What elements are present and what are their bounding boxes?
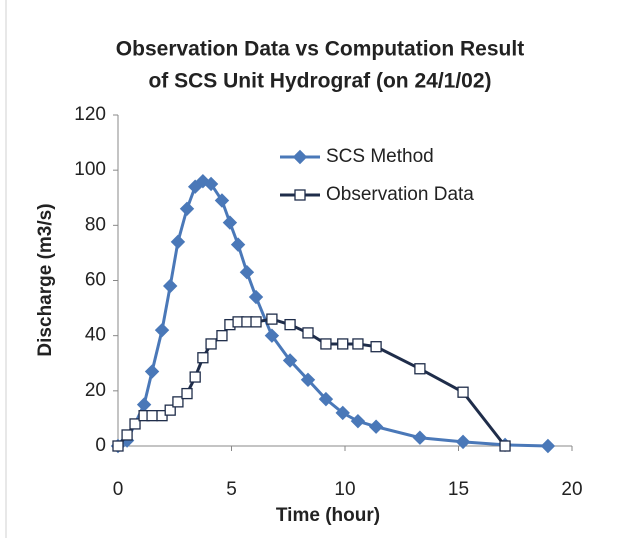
data-point xyxy=(112,440,124,452)
data-point xyxy=(230,237,246,252)
y-tick-label: 60 xyxy=(85,270,106,291)
data-point xyxy=(264,328,280,343)
data-point xyxy=(163,278,178,294)
data-point xyxy=(368,419,384,434)
data-point xyxy=(248,289,264,305)
data-point xyxy=(540,438,556,454)
y-tick-label: 40 xyxy=(85,325,106,346)
y-tick-label: 20 xyxy=(85,380,106,401)
data-point xyxy=(335,405,350,421)
data-point xyxy=(337,338,349,350)
data-point xyxy=(214,193,230,208)
data-point xyxy=(282,353,298,368)
data-point xyxy=(352,338,364,350)
data-point xyxy=(455,434,471,450)
x-tick-label: 20 xyxy=(561,479,582,500)
data-point xyxy=(154,322,170,338)
data-point xyxy=(250,316,262,328)
data-point xyxy=(181,387,193,400)
data-point xyxy=(172,396,184,408)
data-point xyxy=(129,418,141,430)
x-axis-title: Time (hour) xyxy=(276,505,380,526)
chart-title: of SCS Unit Hydrograf (on 24/1/02) xyxy=(148,70,491,93)
data-point xyxy=(300,372,316,388)
data-point xyxy=(170,234,186,250)
data-point xyxy=(146,410,158,422)
data-point xyxy=(216,330,228,342)
data-point xyxy=(414,363,426,375)
y-tick-label: 0 xyxy=(95,435,106,456)
y-axis-title: Discharge (m3/s) xyxy=(35,203,56,356)
legend-label: SCS Method xyxy=(326,146,434,167)
data-point xyxy=(266,313,278,325)
data-point xyxy=(320,338,332,350)
data-point xyxy=(350,413,366,429)
data-point xyxy=(370,341,382,353)
data-point xyxy=(205,338,217,350)
data-point xyxy=(284,318,296,331)
data-point xyxy=(302,327,314,339)
legend-label: Observation Data xyxy=(326,184,474,205)
data-point xyxy=(164,404,176,416)
y-tick-label: 100 xyxy=(74,159,106,180)
chart-title: Observation Data vs Computation Result xyxy=(116,38,524,61)
data-point xyxy=(239,265,255,280)
data-point xyxy=(412,430,428,445)
data-point xyxy=(144,364,160,379)
legend-marker xyxy=(294,189,306,201)
data-point xyxy=(189,371,201,383)
data-point xyxy=(121,429,133,441)
data-point xyxy=(179,201,195,216)
y-tick-label: 120 xyxy=(74,104,106,125)
data-point xyxy=(457,386,469,398)
legend-marker xyxy=(292,149,308,165)
x-tick-label: 0 xyxy=(113,479,124,500)
x-tick-label: 15 xyxy=(448,479,469,500)
y-tick-label: 80 xyxy=(85,214,106,235)
x-tick-label: 5 xyxy=(226,479,237,500)
data-point xyxy=(203,176,219,192)
data-point xyxy=(318,391,334,407)
data-point xyxy=(197,352,209,364)
x-tick-label: 10 xyxy=(334,479,355,500)
data-point xyxy=(499,440,511,452)
data-point xyxy=(222,215,238,230)
